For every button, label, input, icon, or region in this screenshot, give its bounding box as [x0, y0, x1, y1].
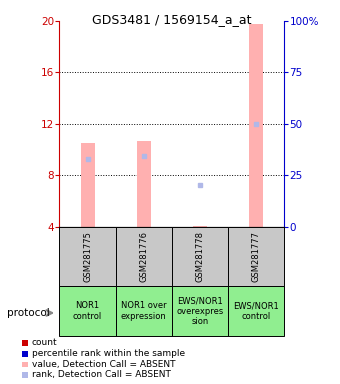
Bar [193, 226, 207, 227]
Bar [116, 286, 172, 336]
Bar [116, 227, 172, 286]
Bar [59, 227, 116, 286]
Text: EWS/NOR1
control: EWS/NOR1 control [233, 301, 279, 321]
Text: percentile rank within the sample: percentile rank within the sample [32, 349, 185, 358]
Bar [59, 286, 116, 336]
Text: NOR1 over
expression: NOR1 over expression [121, 301, 167, 321]
Text: NOR1
control: NOR1 control [73, 301, 102, 321]
Text: rank, Detection Call = ABSENT: rank, Detection Call = ABSENT [32, 370, 170, 379]
Bar [249, 24, 263, 227]
Text: protocol: protocol [7, 308, 50, 318]
Text: EWS/NOR1
overexpres
sion: EWS/NOR1 overexpres sion [176, 296, 223, 326]
Bar [172, 227, 228, 286]
Text: GSM281778: GSM281778 [195, 231, 204, 282]
Bar [228, 227, 284, 286]
Text: GDS3481 / 1569154_a_at: GDS3481 / 1569154_a_at [92, 13, 252, 26]
Bar [81, 143, 95, 227]
Bar [172, 286, 228, 336]
Text: GSM281775: GSM281775 [83, 231, 92, 282]
Text: value, Detection Call = ABSENT: value, Detection Call = ABSENT [32, 359, 175, 369]
Bar [137, 141, 151, 227]
Bar [228, 286, 284, 336]
Text: GSM281776: GSM281776 [139, 231, 148, 282]
Text: GSM281777: GSM281777 [251, 231, 260, 282]
Text: count: count [32, 338, 57, 347]
